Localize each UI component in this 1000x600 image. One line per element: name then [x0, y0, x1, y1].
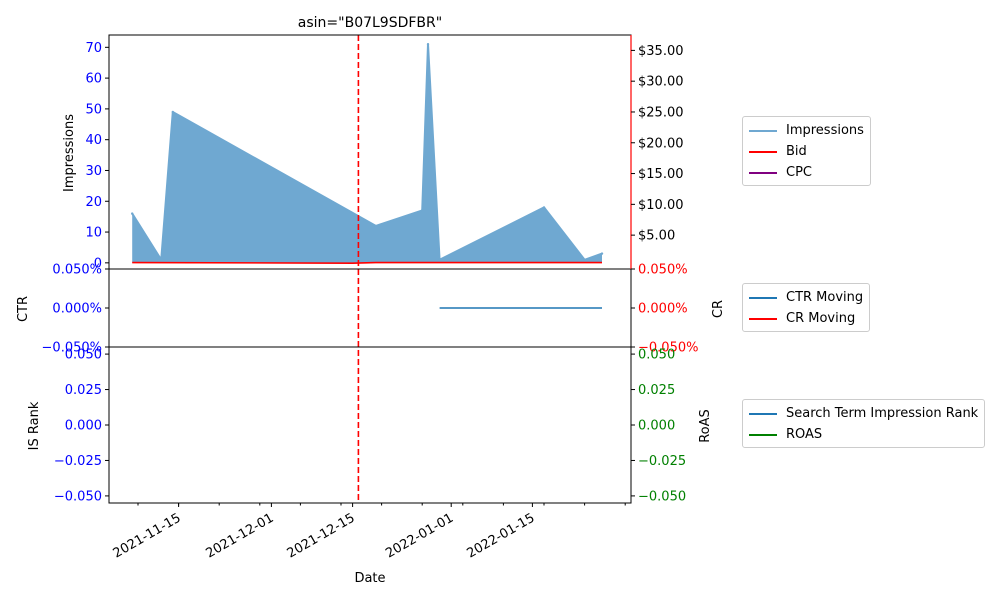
x-tick-label: 2021-12-01 [203, 511, 276, 562]
legend-swatch-search-term-impression-rank [749, 412, 777, 415]
impressions-point [583, 258, 586, 261]
impressions-point [374, 224, 377, 228]
x-tick-label: 2022-01-01 [383, 511, 456, 562]
rank-y-tick-label: 0.050 [65, 348, 102, 363]
impressions-y-tick-label: 70 [85, 41, 102, 56]
x-tick-label: 2022-01-15 [464, 511, 537, 562]
cr-y-tick-label: 0.000% [638, 302, 688, 317]
impressions-point [131, 212, 134, 215]
bid-y-tick-label: $10.00 [638, 198, 684, 213]
roas-y-tick-label: 0.050 [638, 348, 675, 363]
legend-item-bid: Bid [749, 141, 864, 162]
legend-swatch-roas [749, 433, 777, 436]
legend-label-bid: Bid [786, 144, 807, 159]
impressions-y-tick-label: 40 [85, 133, 102, 148]
legend-swatch-ctr-moving [749, 296, 777, 299]
impressions-y-tick-label: 0 [94, 256, 102, 271]
bid-y-tick-label: $35.00 [638, 44, 684, 59]
impressions-point [421, 209, 424, 212]
panel-frame-3 [108, 346, 632, 504]
legend-item-ctr-moving: CTR Moving [749, 287, 863, 308]
bid-y-tick-label: $15.00 [638, 167, 684, 182]
rank-y-tick-label: 0.025 [65, 383, 102, 398]
bid-line [132, 261, 602, 264]
impressions-point [426, 43, 430, 46]
cr-y-tick-label: 0.050% [638, 263, 688, 278]
top-y-axis-label: Impressions [62, 114, 77, 192]
legend-item-roas: ROAS [749, 424, 978, 445]
roas-y-tick-label: −0.050 [638, 489, 686, 504]
impressions-area [132, 44, 602, 263]
bid-y-tick-label: $20.00 [638, 136, 684, 151]
x-axis-label: Date [354, 571, 385, 586]
mid-y-axis-label-right: CR [711, 300, 726, 318]
impressions-y-tick-label: 60 [85, 72, 102, 87]
rank-y-tick-label: 0.000 [65, 419, 102, 434]
impressions-line [131, 43, 603, 261]
ctr-y-tick-label: 0.050% [52, 263, 102, 278]
ctr-y-tick-label: −0.050% [42, 341, 102, 356]
roas-y-tick-label: −0.025 [638, 454, 686, 469]
legend-item-cpc: CPC [749, 162, 864, 183]
impressions-point [542, 206, 546, 209]
ctr-y-tick-label: 0.000% [52, 302, 102, 317]
x-tick-label: 2021-11-15 [111, 511, 184, 562]
legend-swatch-cr-moving [749, 317, 777, 320]
legend-swatch-cpc [749, 171, 777, 174]
roas-y-tick-label: 0.000 [638, 419, 675, 434]
legend-label-search-term-impression-rank: Search Term Impression Rank [786, 406, 979, 421]
legend-label-impressions: Impressions [786, 123, 864, 138]
legend-label-ctr-moving: CTR Moving [786, 290, 864, 305]
legend-label-cr-moving: CR Moving [786, 311, 856, 326]
legend-swatch-bid [749, 150, 777, 153]
impressions-point [171, 110, 174, 114]
x-tick-label: 2021-12-15 [285, 511, 358, 562]
legend-item-search-term-impression-rank: Search Term Impression Rank [749, 403, 978, 424]
bid-y-tick-label: $5.00 [638, 229, 675, 244]
impressions-point [600, 252, 604, 255]
bid-y-tick-label: $30.00 [638, 75, 684, 90]
impressions-y-tick-label: 10 [85, 226, 102, 241]
roas-y-tick-label: 0.025 [638, 383, 675, 398]
impressions-y-tick-label: 50 [85, 102, 102, 117]
rank-y-tick-label: −0.050 [54, 489, 102, 504]
rank-y-tick-label: −0.025 [54, 454, 102, 469]
impressions-y-tick-label: 20 [85, 195, 102, 210]
cr-y-tick-label: −0.050% [638, 341, 698, 356]
bid-y-tick-label: $25.00 [638, 105, 684, 120]
legend-item-cr-moving: CR Moving [749, 308, 863, 329]
mid-y-axis-label-left: CTR [16, 296, 31, 322]
chart-title: asin="B07L9SDFBR" [298, 15, 442, 31]
impressions-point [160, 258, 163, 261]
bottom-y-axis-label-right: RoAS [698, 409, 713, 443]
impressions-y-tick-label: 30 [85, 164, 102, 179]
bottom-y-axis-label-left: IS Rank [27, 401, 42, 450]
legend-label-roas: ROAS [786, 427, 823, 442]
legend-mid: CTR Moving CR Moving [742, 283, 871, 332]
legend-bottom: Search Term Impression Rank ROAS [742, 399, 986, 448]
legend-swatch-impressions [749, 129, 777, 132]
legend-item-impressions: Impressions [749, 120, 864, 141]
impressions-point [438, 258, 441, 261]
legend-top: Impressions Bid CPC [742, 116, 871, 186]
legend-label-cpc: CPC [786, 165, 812, 180]
